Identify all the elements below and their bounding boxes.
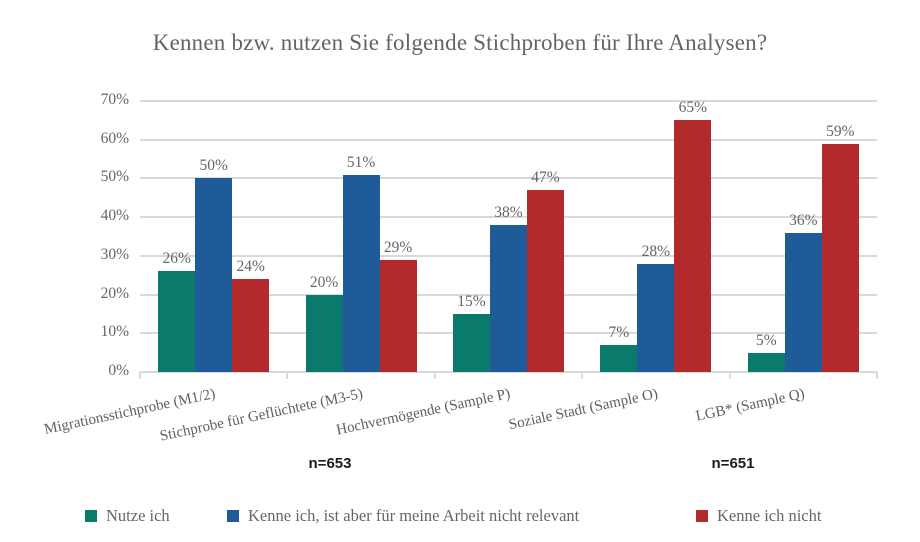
bar	[158, 271, 196, 372]
sample-size-note-right: n=651	[711, 455, 755, 472]
y-axis-tick-label: 10%	[100, 323, 129, 341]
bar-value-label: 20%	[309, 273, 339, 291]
x-axis-line	[140, 371, 877, 373]
legend-label: Kenne ich nicht	[717, 506, 822, 525]
bar	[453, 313, 490, 372]
bar	[637, 263, 675, 372]
gridline	[140, 216, 877, 219]
bar-value-label: 15%	[457, 292, 486, 310]
x-axis-tick	[286, 372, 289, 379]
legend-label: Kenne ich, ist aber für meine Arbeit nic…	[248, 506, 580, 525]
bar	[784, 232, 822, 372]
plot-area: 26% 50% 24% 20% 51% 29% 15% 38% 47% 7% 28% 65% 5% 36%…	[139, 99, 878, 379]
bar	[490, 224, 527, 372]
bar	[674, 120, 712, 372]
bar	[232, 279, 270, 372]
bar-value-label: 36%	[789, 211, 818, 229]
bar-value-label: 5%	[755, 331, 777, 349]
bar-value-label: 65%	[678, 99, 708, 117]
y-axis-tick-label: 70%	[100, 91, 129, 108]
bar-value-label: 38%	[494, 203, 523, 221]
bar-value-label: 28%	[641, 242, 671, 260]
legend-swatch-icon	[696, 510, 708, 522]
bar-value-label: 7%	[608, 323, 630, 341]
y-axis-tick-label: 30%	[100, 245, 129, 263]
x-axis-category-label: Soziale Stadt (Sample O)	[507, 386, 660, 434]
bar-value-label: 51%	[346, 153, 376, 171]
legend-item: Kenne ich, ist aber für meine Arbeit nic…	[227, 506, 579, 526]
gridline	[140, 177, 877, 180]
x-axis-tick	[433, 372, 436, 379]
bar-value-label: 24%	[236, 258, 265, 276]
bar-value-label: 59%	[826, 122, 855, 140]
bar	[379, 259, 417, 372]
x-axis-tick	[139, 372, 141, 379]
legend-item: Kenne ich nicht	[696, 506, 821, 526]
x-axis-tick	[728, 372, 731, 379]
legend-item: Nutze ich	[85, 506, 170, 526]
y-axis-tick-label: 60%	[100, 129, 129, 147]
bar-value-label: 29%	[383, 238, 413, 256]
y-axis-tick-label: 50%	[100, 168, 129, 186]
bar	[342, 174, 380, 372]
bar	[600, 344, 638, 372]
y-axis-tick-label: 20%	[100, 284, 129, 302]
legend-swatch-icon	[227, 510, 239, 522]
legend-label: Nutze ich	[106, 506, 170, 525]
bar	[821, 143, 859, 372]
chart-title: Kennen bzw. nutzen Sie folgende Stichpro…	[152, 30, 768, 55]
sample-size-note-left: n=653	[308, 455, 352, 472]
gridline	[140, 100, 877, 102]
y-axis-tick-label: 40%	[100, 207, 129, 225]
y-axis-tick-label: 0%	[108, 362, 129, 379]
bar-value-label: 50%	[199, 157, 228, 175]
bar-value-label: 26%	[162, 250, 191, 268]
legend-swatch-icon	[85, 510, 97, 522]
x-axis-category-label: LGB* (Sample Q)	[694, 386, 807, 425]
x-axis-tick	[581, 372, 584, 379]
bar	[747, 352, 785, 372]
gridline	[140, 138, 877, 141]
bar	[527, 190, 564, 372]
x-axis-tick	[876, 372, 878, 379]
bar	[195, 178, 233, 372]
bar-value-label: 47%	[531, 169, 560, 187]
bar	[305, 294, 343, 372]
